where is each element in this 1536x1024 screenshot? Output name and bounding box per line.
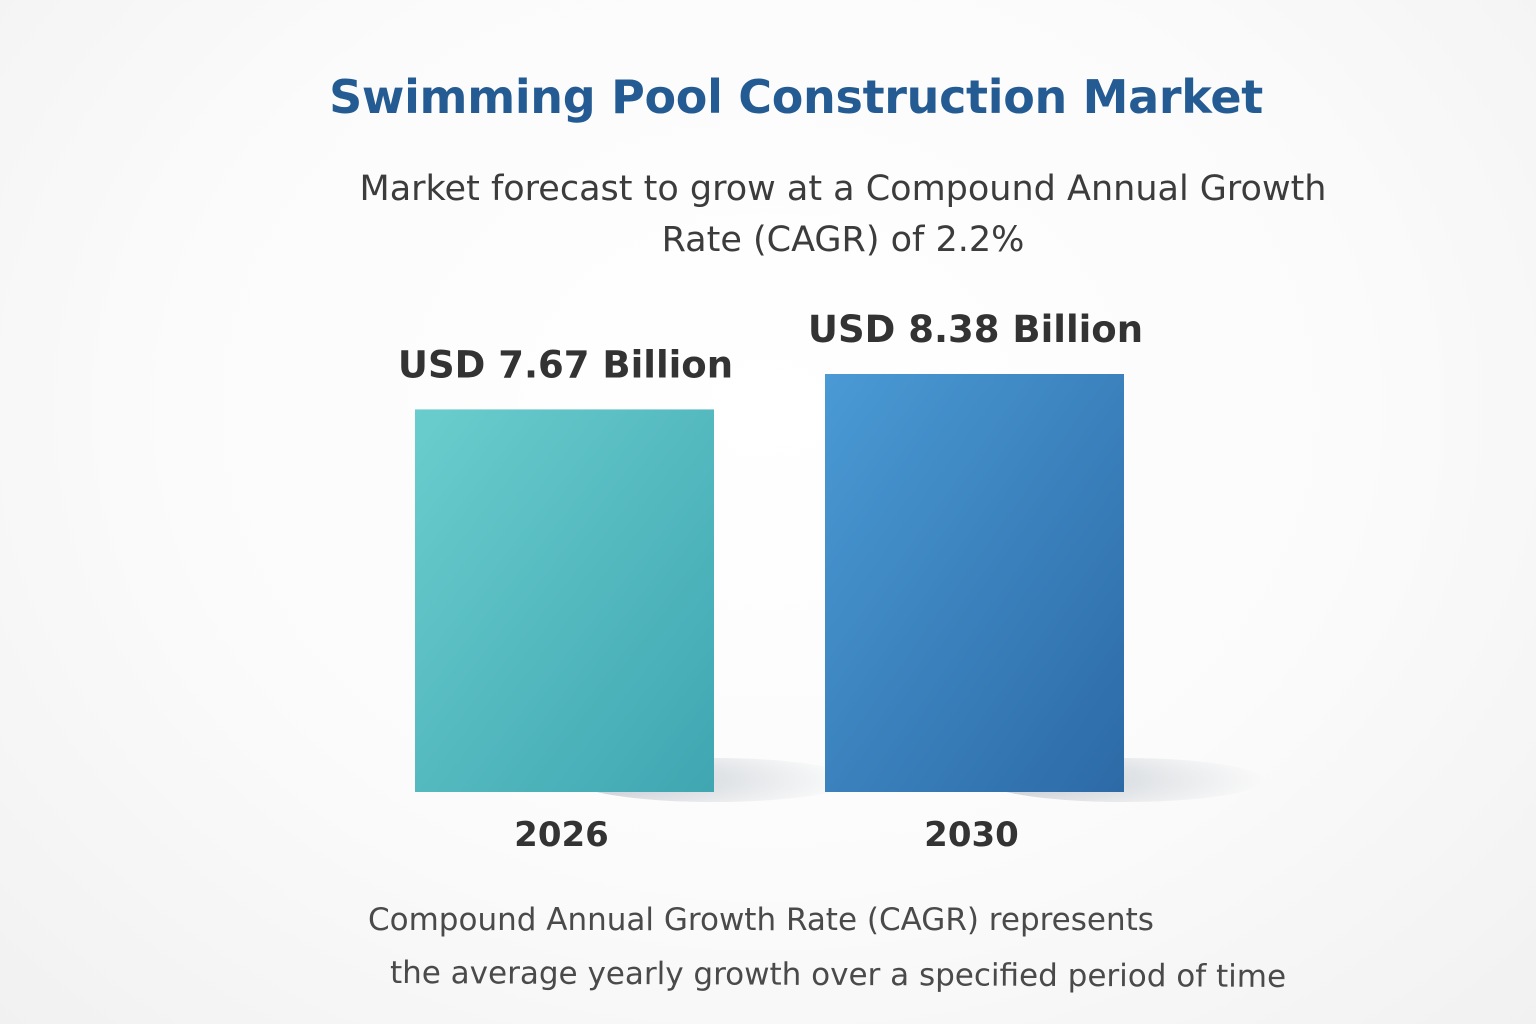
chart-title: Swimming Pool Construction Market <box>329 70 1263 124</box>
chart-subtitle: Market forecast to grow at a Compound An… <box>359 169 1327 260</box>
footnote-line-2: the average yearly growth over a specifi… <box>389 955 1287 995</box>
bar-2026 <box>415 409 714 792</box>
data-label-2030: USD 8.38 Billion <box>808 308 1143 351</box>
x-tick-label-2030: 2030 <box>924 815 1019 855</box>
footnote-line-1: Compound Annual Growth Rate (CAGR) repre… <box>368 902 1154 938</box>
bar-2030 <box>825 374 1124 792</box>
x-tick-label-2026: 2026 <box>514 815 609 855</box>
data-label-2026: USD 7.67 Billion <box>398 343 733 386</box>
